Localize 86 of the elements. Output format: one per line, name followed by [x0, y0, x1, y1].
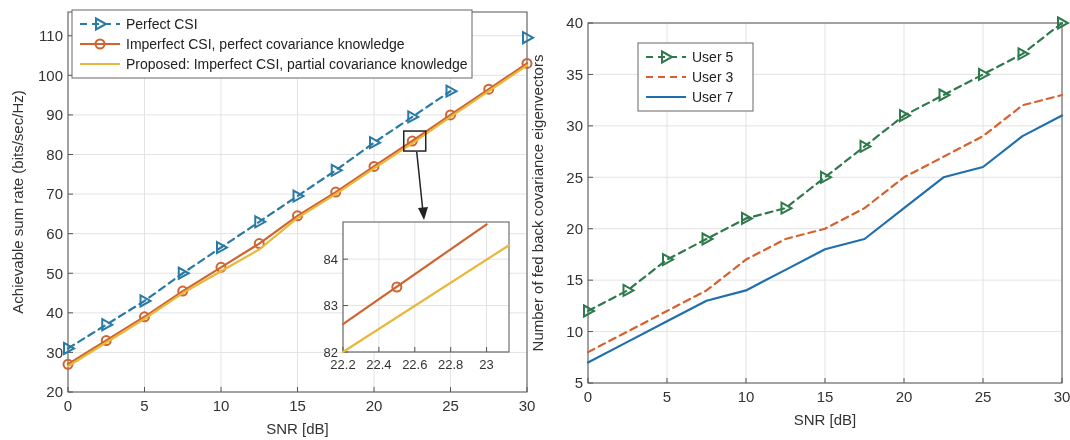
y-tick-label: 80 [46, 145, 63, 163]
legend-label: Imperfect CSI, perfect covariance knowledge [126, 36, 405, 52]
point [741, 211, 753, 225]
x-tick-label: 10 [212, 397, 230, 414]
x-tick-label: 5 [140, 397, 149, 414]
point [701, 232, 714, 246]
point [978, 67, 990, 81]
point [1017, 47, 1030, 61]
y-tick-label: 30 [566, 117, 583, 135]
x-tick-label: 25 [974, 388, 992, 405]
y-tick-label: 25 [566, 168, 583, 186]
y-tick-label: 20 [566, 219, 583, 237]
point [583, 304, 595, 318]
y-tick-label: 90 [46, 106, 63, 124]
legend-label: Proposed: Imperfect CSI, partial covariance knowledge [126, 56, 468, 72]
point [177, 285, 189, 297]
point [820, 170, 832, 184]
point [139, 311, 150, 323]
point [662, 253, 674, 267]
point [521, 57, 533, 69]
point [522, 31, 534, 45]
point [63, 341, 75, 355]
x-tick-label: 22.2 [330, 357, 356, 372]
y-tick-label: 60 [46, 224, 63, 242]
point [899, 109, 911, 123]
point [622, 283, 635, 297]
y-tick-label: 40 [46, 304, 63, 322]
point [368, 160, 380, 172]
x-tick-label: 22.8 [438, 357, 464, 372]
x-tick-label: 0 [63, 397, 73, 414]
y-tick-label: 70 [46, 185, 63, 203]
x-tick-label: 0 [583, 388, 593, 405]
x-axis-title: SNR [dB] [793, 411, 857, 428]
point [215, 261, 227, 273]
y-tick-label: 5 [574, 374, 583, 392]
x-axis-title: SNR [dB] [266, 420, 329, 437]
legend-label: User 7 [692, 89, 734, 105]
x-tick-label: 25 [442, 397, 459, 414]
y-tick-label: 100 [37, 66, 63, 84]
point [139, 294, 152, 308]
y-tick-label: 40 [566, 14, 583, 32]
x-tick-label: 30 [518, 397, 536, 414]
point [1057, 16, 1069, 30]
x-tick-label: 15 [289, 397, 306, 414]
legend-label: User 5 [692, 49, 734, 65]
x-tick-label: 20 [895, 388, 913, 405]
y-tick-label: 10 [566, 322, 583, 340]
x-tick-label: 23 [479, 357, 494, 372]
legend-label: User 3 [692, 69, 734, 85]
legend-label: Perfect CSI [126, 16, 198, 32]
y-axis-title: Achievable sum rate (bits/sec/Hz) [9, 90, 26, 314]
point [254, 215, 267, 229]
point [177, 266, 190, 280]
point [445, 84, 458, 98]
y-tick-label: 15 [566, 271, 583, 289]
point [330, 186, 342, 198]
y-tick-label: 83 [323, 298, 338, 314]
point [100, 335, 112, 347]
point [292, 189, 305, 203]
x-tick-label: 20 [365, 397, 383, 414]
point [859, 139, 872, 153]
point [369, 136, 381, 150]
x-tick-label: 15 [816, 388, 834, 405]
point [62, 358, 74, 370]
point [330, 163, 343, 177]
point [483, 83, 495, 95]
y-axis-title: Number of fed back covariance eigenvectors [529, 54, 546, 352]
y-tick-label: 50 [46, 264, 63, 282]
point [216, 241, 228, 255]
x-tick-label: 22.6 [402, 357, 428, 372]
y-tick-label: 30 [46, 343, 63, 361]
y-tick-label: 82 [323, 344, 338, 360]
y-tick-label: 110 [39, 27, 63, 44]
x-tick-label: 22.4 [366, 357, 392, 372]
point [445, 109, 456, 121]
point [780, 201, 793, 215]
point [407, 110, 420, 124]
point [292, 210, 303, 222]
point [101, 318, 114, 332]
y-tick-label: 84 [323, 251, 338, 267]
x-tick-label: 30 [1053, 388, 1070, 405]
x-tick-label: 5 [662, 388, 672, 405]
x-tick-label: 10 [737, 388, 755, 405]
point [253, 238, 265, 250]
y-tick-label: 35 [566, 65, 583, 83]
point [938, 88, 951, 102]
